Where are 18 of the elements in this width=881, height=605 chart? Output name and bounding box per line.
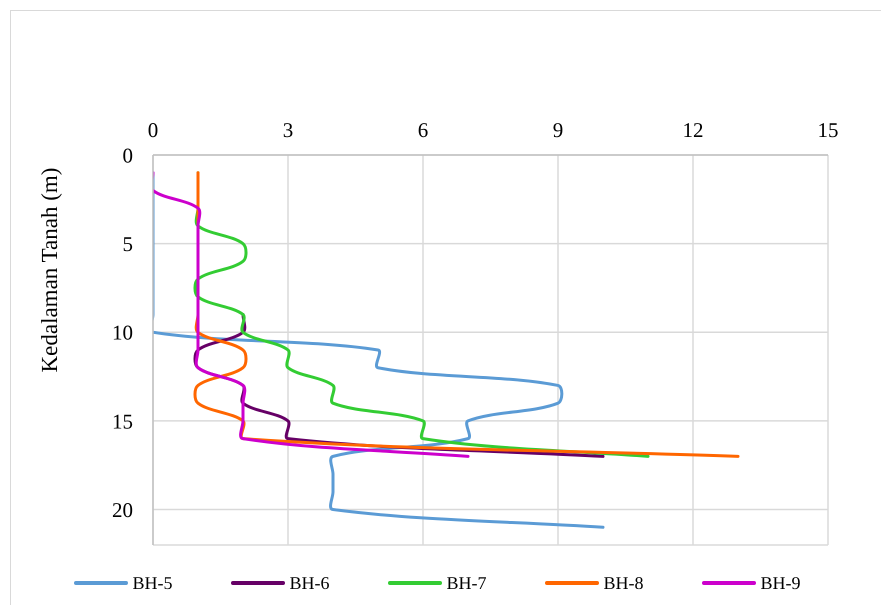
line-series: [153, 171, 470, 458]
y-tick-label: 20: [112, 498, 133, 522]
legend-label: BH-6: [290, 572, 330, 594]
y-tick-label: 15: [112, 409, 133, 434]
legend-label: BH-9: [760, 572, 800, 594]
y-tick-label: 10: [112, 320, 133, 345]
x-tick-label: 9: [552, 118, 564, 142]
y-tick-label: 5: [122, 232, 133, 256]
x-tick-label: 0: [148, 118, 158, 142]
y-axis-title: Kedalaman Tanah (m): [37, 168, 63, 372]
x-tick-label: 15: [818, 118, 838, 142]
x-tick-label: 3: [282, 118, 294, 142]
legend-label: BH-8: [604, 572, 644, 594]
x-tick-label: 12: [682, 118, 704, 142]
y-tick-label: 0: [122, 143, 133, 168]
x-tick-label: 6: [418, 118, 428, 142]
legend-label: BH-5: [132, 572, 172, 594]
legend-label: BH-7: [446, 572, 486, 594]
